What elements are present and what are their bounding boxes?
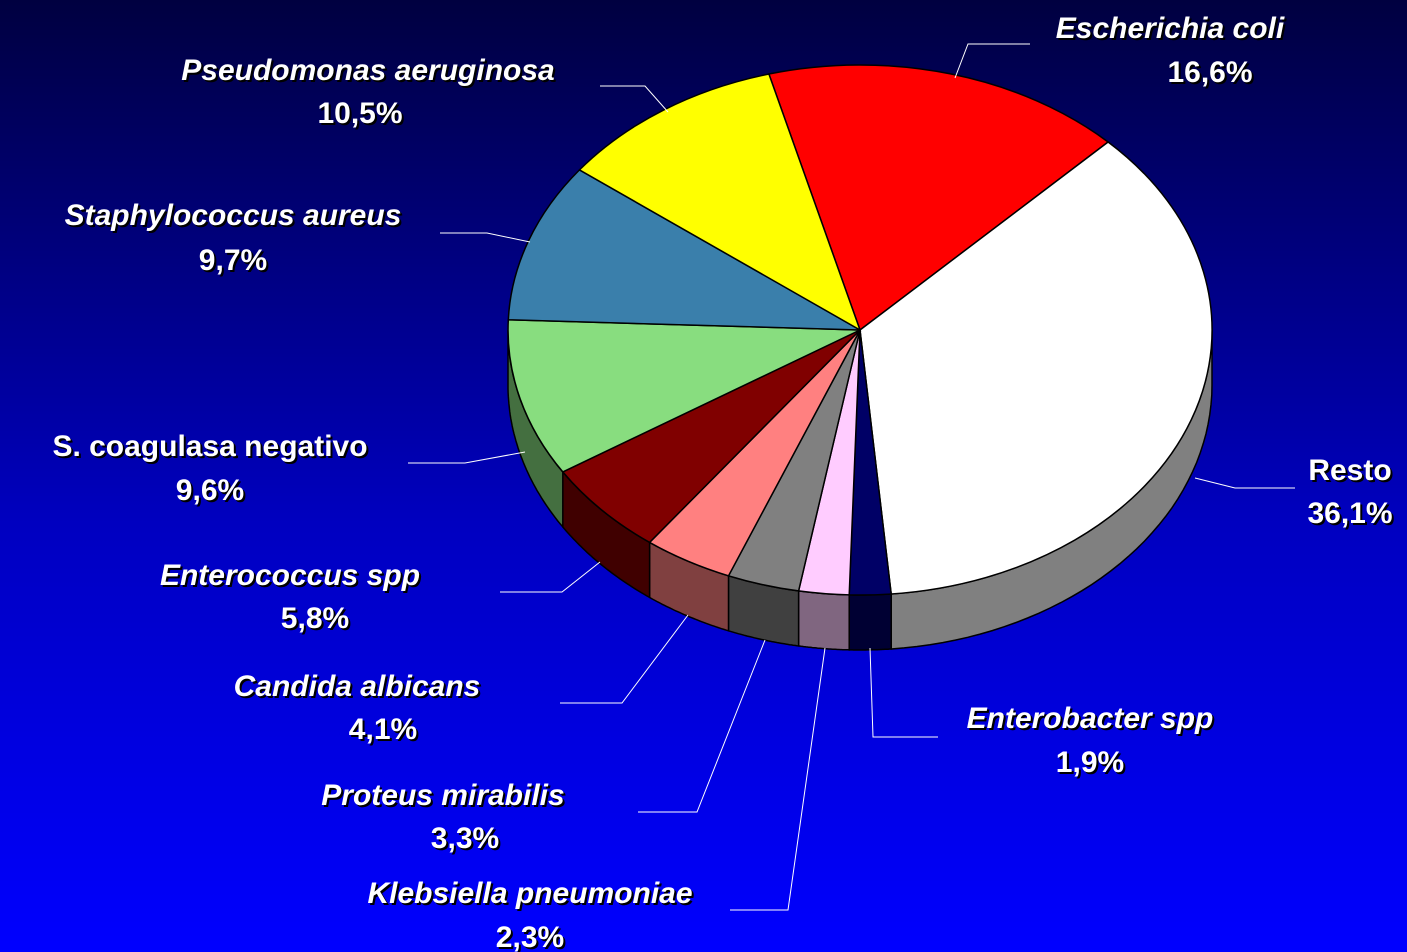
leader-line [1194, 477, 1295, 489]
slice [859, 141, 1213, 595]
slice [561, 329, 861, 544]
leader-line [500, 561, 601, 593]
leader-line [440, 232, 531, 243]
slice-label: Staphylococcus aureus [65, 199, 402, 232]
slice-label: Proteus mirabilis [321, 779, 564, 812]
slice-side [848, 593, 892, 651]
slice-label: S. coagulasa negativo [52, 430, 367, 463]
slice-label: Resto [1308, 454, 1391, 487]
slice-label: Enterobacter spp [967, 702, 1214, 735]
slice-label: Candida albicans [234, 670, 481, 703]
slice-value-label: 36,1% [1307, 497, 1392, 530]
slice-value-label: 4,1% [349, 713, 417, 746]
slice-label: Enterococcus spp [160, 559, 420, 592]
slice-value-label: 1,9% [1056, 746, 1124, 779]
slice [767, 64, 1110, 332]
slice [578, 73, 862, 332]
slice-label: Klebsiella pneumoniae [367, 877, 692, 910]
leader-line [600, 85, 669, 113]
slice-value-label: 3,3% [431, 822, 499, 855]
slice-value-label: 2,3% [496, 921, 564, 952]
slice-value-label: 9,7% [199, 244, 267, 277]
slice-value-label: 5,8% [281, 602, 349, 635]
slice-value-label: 10,5% [317, 97, 402, 130]
slice [507, 168, 861, 331]
leader-line [560, 614, 689, 704]
leader-line [638, 639, 766, 813]
pie-sides [507, 329, 1213, 651]
leader-line [954, 43, 1030, 79]
slice-value-label: 16,6% [1167, 56, 1252, 89]
leader-line [408, 451, 526, 464]
leader-line [869, 647, 938, 738]
slice-label: Pseudomonas aeruginosa [181, 54, 554, 87]
leader-line [730, 647, 826, 911]
slice-side [797, 590, 850, 651]
pie-tops [507, 64, 1213, 596]
slice-value-label: 9,6% [176, 474, 244, 507]
slice-label: Escherichia coli [1056, 12, 1285, 45]
labels: Escherichia coli 16,6% Resto 36,1% Enterobac… [52, 12, 1392, 952]
slice [507, 319, 861, 473]
